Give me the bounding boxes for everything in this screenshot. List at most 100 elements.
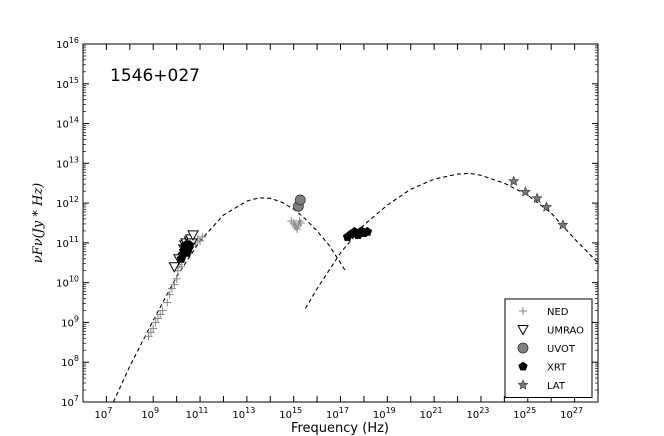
legend-marker-umrao bbox=[517, 325, 529, 336]
y-tick-base: 10 bbox=[56, 40, 69, 51]
y-tick-exp: 15 bbox=[69, 76, 79, 85]
x-tick-label: 107 bbox=[94, 406, 112, 421]
legend-marker-uvot bbox=[517, 342, 529, 354]
x-tick-base: 10 bbox=[560, 410, 573, 421]
y-tick-label: 1011 bbox=[56, 235, 79, 250]
y-tick-label: 1015 bbox=[56, 76, 79, 91]
y-tick-exp: 7 bbox=[74, 394, 79, 403]
x-tick-base: 10 bbox=[141, 410, 154, 421]
x-tick-base: 10 bbox=[94, 410, 107, 421]
lat-point bbox=[540, 201, 553, 212]
ned-point bbox=[198, 232, 207, 241]
xrt-radio-cluster-point bbox=[184, 240, 195, 249]
xrt-point bbox=[362, 226, 373, 236]
y-tick-label: 1014 bbox=[56, 116, 79, 131]
y-tick-exp: 14 bbox=[69, 116, 79, 125]
ned-point bbox=[177, 262, 186, 271]
legend-marker-lat bbox=[517, 379, 529, 390]
x-tick-label: 1025 bbox=[513, 406, 536, 421]
y-tick-label: 108 bbox=[61, 354, 79, 369]
x-tick-label: 1013 bbox=[232, 406, 255, 421]
legend-label: NED bbox=[547, 307, 569, 318]
y-tick-base: 10 bbox=[56, 80, 69, 91]
x-tick-label: 1015 bbox=[279, 406, 302, 421]
legend-label: LAT bbox=[547, 381, 566, 392]
ned-point bbox=[293, 224, 302, 233]
x-tick-label: 1011 bbox=[186, 406, 209, 421]
y-tick-exp: 13 bbox=[69, 155, 79, 164]
x-tick-exp: 15 bbox=[292, 406, 302, 415]
x-tick-exp: 23 bbox=[479, 406, 489, 415]
source-name-annotation: 1546+027 bbox=[110, 66, 200, 86]
y-tick-label: 1016 bbox=[56, 36, 79, 51]
lat-point bbox=[519, 186, 531, 197]
y-tick-exp: 9 bbox=[74, 314, 79, 323]
y-axis-label: νFν(Jy * Hz) bbox=[31, 183, 46, 263]
y-tick-label: 1012 bbox=[56, 195, 79, 210]
x-tick-label: 1027 bbox=[560, 406, 583, 421]
umrao-point bbox=[168, 262, 181, 273]
synchrotron-model bbox=[112, 197, 346, 402]
x-tick-exp: 17 bbox=[339, 406, 349, 415]
y-tick-base: 10 bbox=[61, 358, 74, 369]
ned-point bbox=[170, 280, 179, 289]
y-tick-label: 107 bbox=[61, 394, 79, 409]
x-tick-base: 10 bbox=[466, 410, 479, 421]
legend-label: XRT bbox=[547, 363, 567, 374]
x-tick-label: 1021 bbox=[420, 406, 443, 421]
ned-point bbox=[165, 290, 174, 299]
x-tick-exp: 7 bbox=[107, 406, 112, 415]
x-axis-label: Frequency (Hz) bbox=[291, 421, 389, 436]
x-tick-base: 10 bbox=[279, 410, 292, 421]
legend-label: UMRAO bbox=[547, 326, 584, 337]
x-axis-ticks: 107 109 1011 1013 1015 1017 1019 1021 1023 1025 10… bbox=[82, 44, 599, 421]
y-tick-exp: 16 bbox=[69, 36, 79, 45]
lat-point bbox=[508, 175, 520, 186]
x-tick-exp: 19 bbox=[386, 406, 396, 415]
uvot-point bbox=[294, 194, 306, 206]
y-tick-label: 109 bbox=[61, 314, 79, 329]
legend: NED UMRAO UVOT XRT LAT bbox=[504, 298, 593, 398]
x-tick-base: 10 bbox=[186, 410, 199, 421]
y-tick-base: 10 bbox=[61, 398, 74, 409]
legend-label: UVOT bbox=[547, 344, 576, 355]
y-tick-base: 10 bbox=[56, 239, 69, 250]
legend-marker-ned bbox=[519, 307, 527, 315]
y-tick-label: 1013 bbox=[56, 155, 79, 170]
y-tick-base: 10 bbox=[56, 120, 69, 131]
x-tick-exp: 13 bbox=[245, 406, 255, 415]
x-tick-base: 10 bbox=[373, 410, 386, 421]
y-tick-base: 10 bbox=[61, 318, 74, 329]
y-tick-base: 10 bbox=[56, 199, 69, 210]
ned-point bbox=[163, 298, 172, 307]
x-tick-base: 10 bbox=[326, 410, 339, 421]
x-tick-exp: 27 bbox=[573, 406, 583, 415]
ned-point bbox=[149, 324, 158, 333]
ned-point bbox=[296, 219, 305, 227]
y-tick-exp: 12 bbox=[69, 195, 79, 204]
x-tick-label: 109 bbox=[141, 406, 159, 421]
x-tick-exp: 25 bbox=[526, 406, 536, 415]
x-tick-base: 10 bbox=[420, 410, 433, 421]
y-tick-exp: 8 bbox=[74, 354, 79, 363]
x-tick-label: 1017 bbox=[326, 406, 349, 421]
y-tick-base: 10 bbox=[56, 159, 69, 170]
y-tick-exp: 11 bbox=[69, 235, 79, 244]
x-tick-base: 10 bbox=[513, 410, 526, 421]
x-tick-exp: 21 bbox=[432, 406, 442, 415]
ned-point bbox=[158, 306, 167, 315]
x-tick-exp: 9 bbox=[154, 406, 159, 415]
x-tick-base: 10 bbox=[232, 410, 245, 421]
y-tick-label: 1010 bbox=[56, 275, 79, 290]
y-tick-exp: 10 bbox=[69, 275, 79, 284]
umrao-point bbox=[187, 230, 199, 241]
lat-point bbox=[557, 219, 569, 230]
ned-point bbox=[295, 217, 304, 226]
x-tick-label: 1019 bbox=[373, 406, 396, 421]
ned-point bbox=[172, 274, 181, 283]
legend-marker-xrt bbox=[518, 361, 528, 371]
x-tick-label: 1023 bbox=[466, 406, 489, 421]
data-points bbox=[144, 175, 569, 341]
